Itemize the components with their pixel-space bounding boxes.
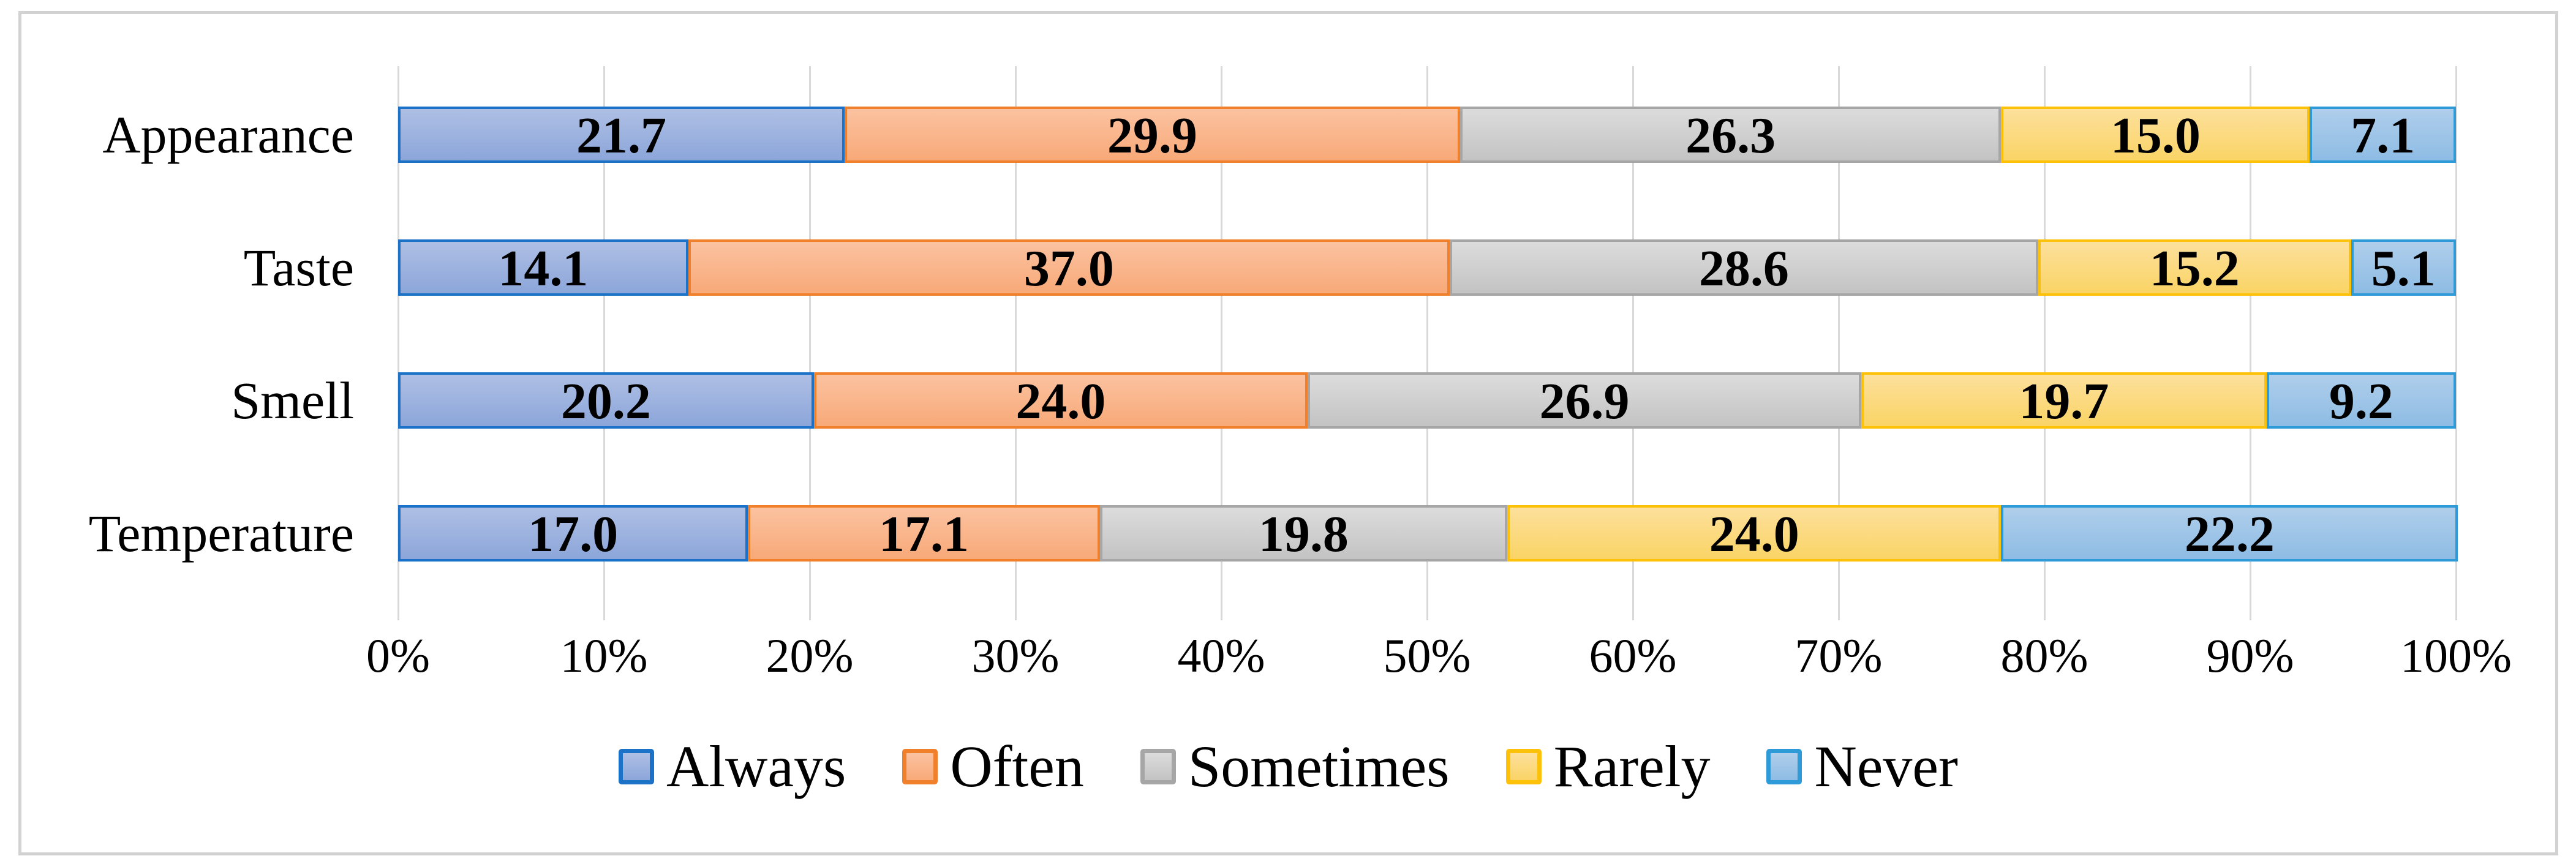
- x-axis-tick-label: 60%: [1589, 629, 1677, 682]
- legend-swatch-icon: [1140, 749, 1176, 784]
- category-label: Temperature: [88, 504, 354, 563]
- gridline: [1220, 66, 1222, 620]
- bar-segment-rarely: 15.0: [2001, 107, 2310, 163]
- bar-value-label: 17.0: [528, 506, 619, 563]
- bar-value-label: 14.1: [498, 240, 589, 297]
- gridline: [808, 66, 811, 620]
- gridline: [1632, 66, 1634, 620]
- bar-segment-often: 37.0: [688, 239, 1450, 296]
- x-axis-tick-label: 70%: [1795, 629, 1883, 682]
- bar-value-label: 19.8: [1258, 506, 1349, 563]
- bar-value-label: 26.9: [1539, 373, 1630, 430]
- x-axis-tick-label: 80%: [2000, 629, 2088, 682]
- gridline: [2249, 66, 2251, 620]
- bar-value-label: 17.1: [878, 506, 969, 563]
- bar-segment-never: 22.2: [2001, 505, 2458, 562]
- bar-segment-always: 21.7: [398, 107, 845, 163]
- gridline: [1014, 66, 1017, 620]
- x-axis-tick-label: 40%: [1177, 629, 1265, 682]
- bar-segment-sometimes: 26.9: [1308, 372, 1861, 429]
- bar-value-label: 29.9: [1107, 107, 1197, 164]
- bar-segment-sometimes: 26.3: [1459, 107, 2002, 164]
- bar-value-label: 37.0: [1023, 240, 1114, 297]
- gridline: [603, 66, 605, 620]
- bar-segment-sometimes: 19.8: [1099, 505, 1507, 563]
- bar-value-label: 24.0: [1015, 373, 1106, 430]
- bar-value-label: 24.0: [1709, 506, 1799, 563]
- bar-value-label: 5.1: [2371, 240, 2436, 297]
- legend-item-never: Never: [1766, 737, 1958, 796]
- x-axis-tick-label: 0%: [366, 629, 430, 682]
- gridline: [1426, 66, 1428, 620]
- legend-item-sometimes: Sometimes: [1140, 737, 1450, 796]
- bar-row: 17.0 17.1 19.8 24.0 22.2: [398, 505, 2458, 562]
- bar-row: 14.1 37.0 28.6 15.2 5.1: [398, 239, 2456, 296]
- category-label: Appearance: [102, 105, 354, 164]
- category-label: Smell: [231, 371, 354, 430]
- bar-value-label: 21.7: [576, 107, 667, 164]
- bar-value-label: 22.2: [2184, 506, 2275, 563]
- x-axis-tick-label: 90%: [2206, 629, 2294, 682]
- bar-segment-rarely: 15.2: [2038, 239, 2351, 296]
- bar-value-label: 7.1: [2351, 107, 2416, 164]
- legend-label: Sometimes: [1188, 734, 1450, 799]
- bar-segment-sometimes: 28.6: [1449, 239, 2038, 297]
- bar-value-label: 20.2: [560, 373, 651, 430]
- bar-row: 20.2 24.0 26.9 19.7 9.2: [398, 372, 2456, 429]
- bar-value-label: 9.2: [2329, 373, 2393, 430]
- bar-segment-often: 24.0: [813, 372, 1308, 430]
- legend-swatch-icon: [902, 749, 938, 784]
- x-axis-tick-label: 10%: [560, 629, 648, 682]
- bar-segment-always: 20.2: [398, 372, 814, 429]
- gridline: [1837, 66, 1840, 620]
- bar-segment-rarely: 19.7: [1861, 372, 2267, 429]
- bar-segment-often: 29.9: [845, 107, 1460, 163]
- legend-label: Rarely: [1553, 734, 1711, 799]
- x-axis-tick-label: 20%: [766, 629, 854, 682]
- legend-item-always: Always: [619, 737, 846, 796]
- bar-value-label: 28.6: [1698, 240, 1789, 297]
- bar-row: 21.7 29.9 26.3 15.0 7.1: [398, 107, 2456, 163]
- gridline: [2043, 66, 2046, 620]
- legend-label: Always: [666, 734, 846, 799]
- legend-item-rarely: Rarely: [1505, 734, 1711, 799]
- category-label: Taste: [243, 238, 354, 297]
- legend-item-often: Often: [902, 737, 1084, 796]
- x-axis-tick-label: 100%: [2400, 629, 2512, 682]
- bar-value-label: 15.0: [2110, 107, 2201, 164]
- x-axis-tick-label: 30%: [971, 629, 1060, 682]
- gridline: [397, 66, 399, 620]
- legend-swatch-icon: [1505, 749, 1542, 784]
- legend-swatch-icon: [1766, 749, 1802, 784]
- bar-value-label: 15.2: [2149, 240, 2240, 297]
- bar-segment-never: 7.1: [2310, 107, 2456, 163]
- bar-segment-never: 5.1: [2351, 239, 2456, 296]
- bar-segment-often: 17.1: [748, 505, 1100, 562]
- legend-label: Never: [1814, 734, 1958, 799]
- legend-label: Often: [950, 734, 1084, 799]
- legend: Always Often Sometimes Rarely Never: [18, 732, 2558, 801]
- legend-swatch-icon: [619, 749, 655, 784]
- bar-segment-always: 14.1: [398, 239, 688, 296]
- bar-segment-rarely: 24.0: [1507, 505, 2002, 563]
- bar-segment-always: 17.0: [398, 505, 748, 562]
- bar-value-label: 26.3: [1685, 107, 1776, 164]
- gridline: [2455, 66, 2457, 620]
- x-axis-tick-label: 50%: [1383, 629, 1471, 682]
- bar-value-label: 19.7: [2019, 373, 2109, 430]
- bar-segment-never: 9.2: [2266, 372, 2456, 430]
